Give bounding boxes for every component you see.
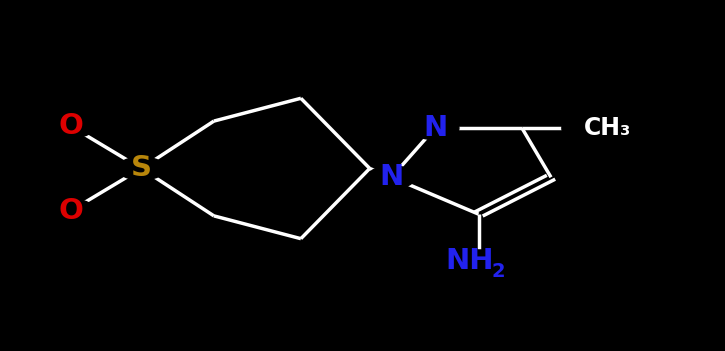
Circle shape	[411, 117, 459, 140]
Text: CH₃: CH₃	[584, 116, 631, 140]
Text: N: N	[379, 163, 404, 191]
Circle shape	[117, 157, 165, 180]
Text: N: N	[423, 114, 447, 142]
Circle shape	[368, 166, 415, 189]
Circle shape	[47, 199, 95, 222]
Circle shape	[455, 250, 502, 273]
Circle shape	[562, 112, 627, 144]
Text: NH: NH	[446, 247, 494, 276]
Circle shape	[47, 115, 95, 138]
Text: S: S	[131, 154, 152, 183]
Text: O: O	[59, 197, 83, 225]
Text: 2: 2	[492, 262, 505, 281]
Text: O: O	[59, 112, 83, 140]
